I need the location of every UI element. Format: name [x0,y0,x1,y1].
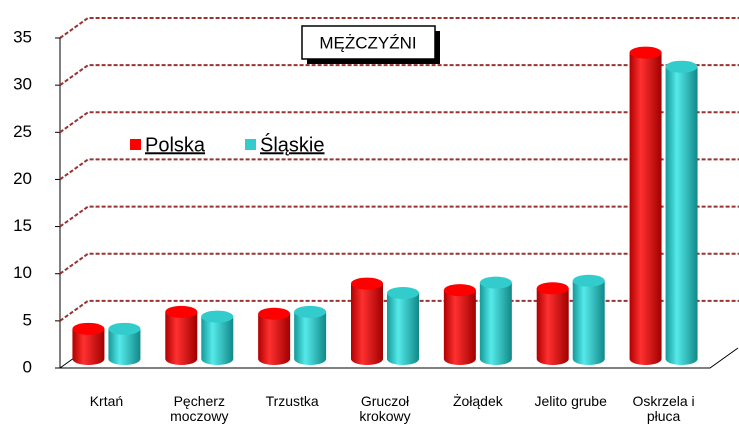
y-tick-label: 15 [13,216,32,235]
legend-label: Polska [145,134,206,156]
bar-top [536,282,569,295]
y-tick-label: 10 [13,263,32,282]
bar [479,282,512,365]
bar-top [258,307,291,320]
bar [201,316,234,365]
y-tick-label: 30 [13,75,32,94]
bar [72,328,105,365]
legend-swatch [245,139,256,150]
bar [387,293,419,365]
legend-label: Śląskie [260,132,324,156]
bar [165,311,198,365]
bar [258,313,291,365]
x-tick-label: Gruczoł krokowy [359,393,411,424]
bar [572,280,605,365]
x-tick-label: Pęcherz moczowy [170,393,229,424]
bar-top [479,276,512,289]
y-tick-label: 5 [23,310,32,329]
axis-line [59,38,739,369]
legend-swatch [130,139,141,150]
y-tick-label: 20 [13,169,32,188]
grid-line [59,205,739,228]
grid-line [59,64,739,86]
grid-line [59,111,739,134]
x-tick-label: Oskrzela i płuca [632,393,695,424]
x-tick-label: Jelito grube [534,393,607,409]
y-tick-label: 0 [23,357,32,376]
bar [294,311,327,365]
bar-top [351,277,383,290]
grid-line [59,252,739,275]
bar [108,328,141,365]
grid-line [59,158,739,181]
x-tick-label: Żołądek [452,393,503,409]
bar [351,283,383,365]
bar-top [665,60,698,73]
x-tick-label: Trzustka [265,393,319,409]
chart-title: MĘŻCZYŹNI [319,33,416,52]
bar [665,66,698,365]
bar-top [201,310,234,323]
title-box [301,25,436,60]
bar-top [443,284,476,297]
bar [443,290,476,365]
grid-line [59,299,739,322]
grid-line [59,17,739,39]
bar-top [108,322,141,335]
y-tick-label: 25 [13,122,32,141]
bar [629,52,662,365]
bar-top [387,287,419,299]
y-tick-label: 35 [13,27,32,46]
bar-top [294,305,327,318]
bar [536,288,569,365]
x-tick-label: Krtań [89,393,124,409]
bar-top [72,322,105,335]
bar-top [572,274,605,287]
bar-top [165,305,198,318]
bar-top [629,46,662,59]
